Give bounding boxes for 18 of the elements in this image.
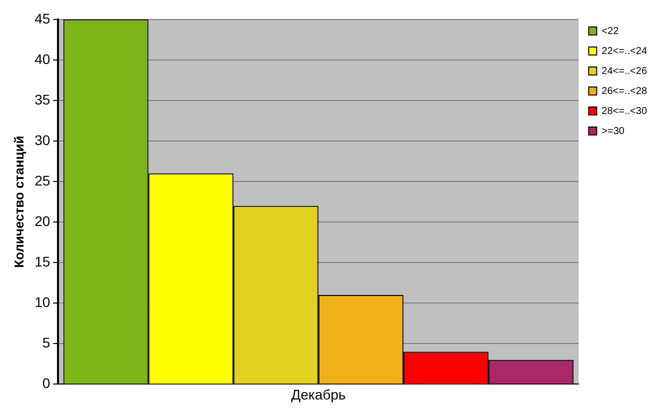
legend-label: 22<=..<24 <box>602 46 648 57</box>
y-tick-label: 10 <box>34 294 50 310</box>
y-axis-title: Количество станций <box>11 136 26 268</box>
legend-label: 24<=..<26 <box>602 66 648 77</box>
y-tick-label: 20 <box>34 212 50 229</box>
y-tick-label: 35 <box>34 91 50 108</box>
legend-label: <22 <box>602 26 620 37</box>
y-tick-label: 45 <box>34 10 50 26</box>
legend-label: 26<=..<28 <box>602 86 648 97</box>
legend-label: >=30 <box>602 126 625 137</box>
y-tick-label: 30 <box>34 132 50 148</box>
x-tick-label: Декабрь <box>291 386 346 402</box>
y-tick-label: 15 <box>34 253 50 270</box>
y-tick-label: 5 <box>42 334 50 351</box>
legend-label: 28<=..<30 <box>602 106 648 117</box>
y-tick-label: 25 <box>34 172 50 188</box>
y-tick-label: 0 <box>42 375 50 392</box>
y-tick-label: 40 <box>34 50 50 67</box>
